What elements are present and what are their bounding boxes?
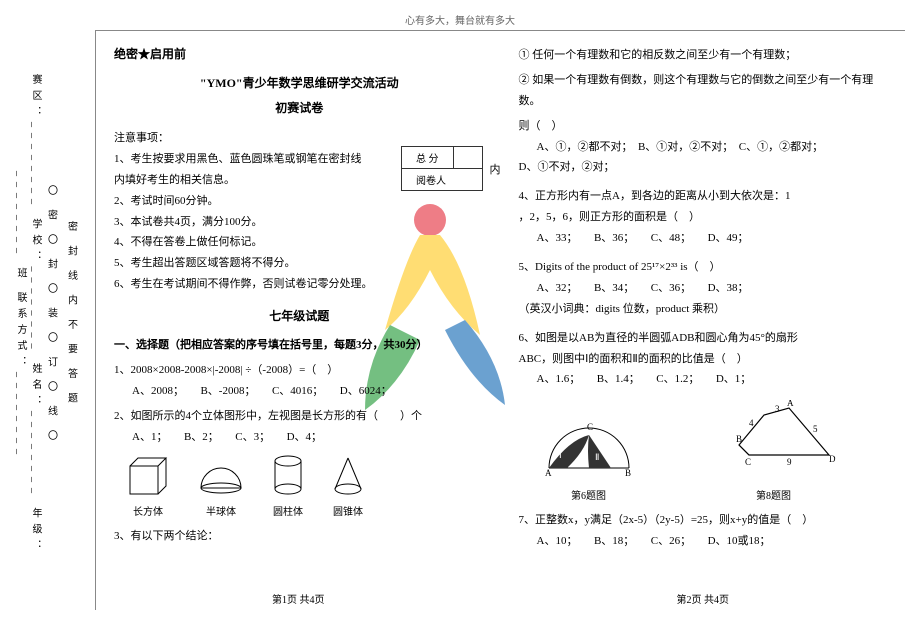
svg-text:4: 4 <box>749 418 754 428</box>
question-4-options: A、33； B、36； C、48； D、49； <box>537 228 890 249</box>
shape-hemisphere: 半球体 <box>196 454 246 518</box>
question-2-options: A、1； B、2； C、3； D、4； <box>132 427 485 448</box>
question-5: 5、Digits of the product of 25¹⁷×2³³ is（ … <box>519 257 890 278</box>
shape-cylinder-label: 圆柱体 <box>270 503 306 518</box>
inner-note: 内 <box>490 161 501 177</box>
question-4b: ，2，5，6，则正方形的面积是（ ） <box>519 207 890 228</box>
stmt-1: ① 任何一个有理数和它的相反数之间至少有一个有理数； <box>519 45 890 66</box>
student-info-column: 赛区：________ 学校：________ 姓名：________ 年级：_… <box>15 30 41 600</box>
page-1-footer: 第1页 共4页 <box>96 591 501 606</box>
note-2: 2、考试时间60分钟。 <box>114 191 485 212</box>
note-6: 6、考生在考试期间不得作弊，否则试卷记零分处理。 <box>114 274 485 295</box>
stmt-3-options: A、①，②都不对； B、①对，②不对； C、①，②都对； <box>537 137 890 158</box>
stmt-3: 则（ ） <box>519 116 890 137</box>
question-7-options: A、10； B、18； C、26； D、10或18； <box>537 531 890 552</box>
shape-cuboid-label: 长方体 <box>124 503 172 518</box>
content-area: 绝密★启用前 "YMO"青少年数学思维研学交流活动 初赛试卷 总 分 阅卷人 内… <box>95 30 905 610</box>
score-total-value <box>453 147 482 169</box>
svg-text:Ⅰ: Ⅰ <box>559 450 562 460</box>
question-1: 1、2008×2008-2008×|-2008| ÷（-2008）=（ ） <box>114 360 485 381</box>
page-2: ① 任何一个有理数和它的相反数之间至少有一个有理数； ② 如果一个有理数有倒数，… <box>501 31 906 610</box>
page-2-footer: 第2页 共4页 <box>501 591 906 606</box>
exam-subtitle: 初赛试卷 <box>114 99 485 116</box>
seal-line-column: 〇 密 〇 封 〇 装 〇 订 〇 线 〇 <box>41 30 61 600</box>
svg-text:3: 3 <box>775 404 780 414</box>
shape-row: 长方体 半球体 圆柱体 圆锥体 <box>124 454 485 518</box>
figure-6: A B C Ⅰ Ⅱ 第6题图 <box>539 410 639 502</box>
question-2: 2、如图所示的4个立体图形中，左视图是长方形的有（ ）个 <box>114 406 485 427</box>
svg-text:B: B <box>625 468 631 478</box>
question-6: 6、如图是以AB为直径的半圆弧ADB和圆心角为45°的扇形 <box>519 328 890 349</box>
question-6-options: A、1.6； B、1.4； C、1.2； D、1； <box>537 369 890 390</box>
figure-8: B A C D 4 3 5 9 第8题图 <box>709 400 839 502</box>
grader-label: 阅卷人 <box>402 169 483 191</box>
stmt-3-options-2: D、①不对，②对； <box>519 157 890 178</box>
shape-cone: 圆锥体 <box>330 454 366 518</box>
svg-text:9: 9 <box>787 457 792 467</box>
question-7: 7、正整数x，y满足（2x-5）（2y-5）=25，则x+y的值是（ ） <box>519 510 890 531</box>
question-5-note: （英汉小词典：digits 位数，product 乘积） <box>519 299 890 320</box>
svg-text:5: 5 <box>813 424 818 434</box>
grade-heading: 七年级试题 <box>114 307 485 324</box>
svg-text:C: C <box>587 422 593 432</box>
question-3: 3、有以下两个结论： <box>114 526 485 547</box>
svg-text:D: D <box>829 454 836 464</box>
section-1-heading: 一、选择题（把相应答案的序号填在括号里，每题3分，共30分） <box>114 336 485 352</box>
score-total-label: 总 分 <box>402 147 454 169</box>
figure-row: A B C Ⅰ Ⅱ 第6题图 B A C D 4 3 5 <box>539 400 890 502</box>
svg-text:B: B <box>736 434 742 444</box>
question-5-options: A、32； B、34； C、36； D、38； <box>537 278 890 299</box>
figure-8-caption: 第8题图 <box>709 487 839 502</box>
score-box: 总 分 阅卷人 <box>401 146 483 191</box>
shape-cylinder: 圆柱体 <box>270 454 306 518</box>
question-1-options: A、2008； B、-2008； C、4016； D、6024； <box>132 381 485 402</box>
note-5: 5、考生超出答题区域答题将不得分。 <box>114 253 485 274</box>
svg-text:A: A <box>787 400 794 408</box>
svg-text:A: A <box>545 468 552 478</box>
exam-title: "YMO"青少年数学思维研学交流活动 <box>114 74 485 91</box>
note-1: 1、考生按要求用黑色、蓝色圆珠笔或钢笔在密封线内填好考生的相关信息。 <box>114 149 364 191</box>
shape-cone-label: 圆锥体 <box>330 503 366 518</box>
stmt-2: ② 如果一个有理数有倒数，则这个有理数与它的倒数之间至少有一个有理数。 <box>519 70 890 112</box>
svg-text:C: C <box>745 457 751 467</box>
page-1: 绝密★启用前 "YMO"青少年数学思维研学交流活动 初赛试卷 总 分 阅卷人 内… <box>96 31 501 610</box>
binding-sidebar: 赛区：________ 学校：________ 姓名：________ 年级：_… <box>15 30 85 600</box>
question-4: 4、正方形内有一点A，到各边的距离从小到大依次是：1 <box>519 186 890 207</box>
shape-cuboid: 长方体 <box>124 454 172 518</box>
note-4: 4、不得在答卷上做任何标记。 <box>114 232 485 253</box>
shape-hemisphere-label: 半球体 <box>196 503 246 518</box>
note-3: 3、本试卷共4页，满分100分。 <box>114 212 485 233</box>
page-header: 心有多大，舞台就有多大 <box>0 12 920 27</box>
no-answer-column: 密 封 线 内 不 要 答 题 <box>61 30 81 600</box>
secret-label: 绝密★启用前 <box>114 45 485 62</box>
svg-text:Ⅱ: Ⅱ <box>595 452 599 462</box>
figure-6-caption: 第6题图 <box>539 487 639 502</box>
question-6b: ABC，则图中Ⅰ的面积和Ⅱ的面积的比值是（ ） <box>519 349 890 370</box>
